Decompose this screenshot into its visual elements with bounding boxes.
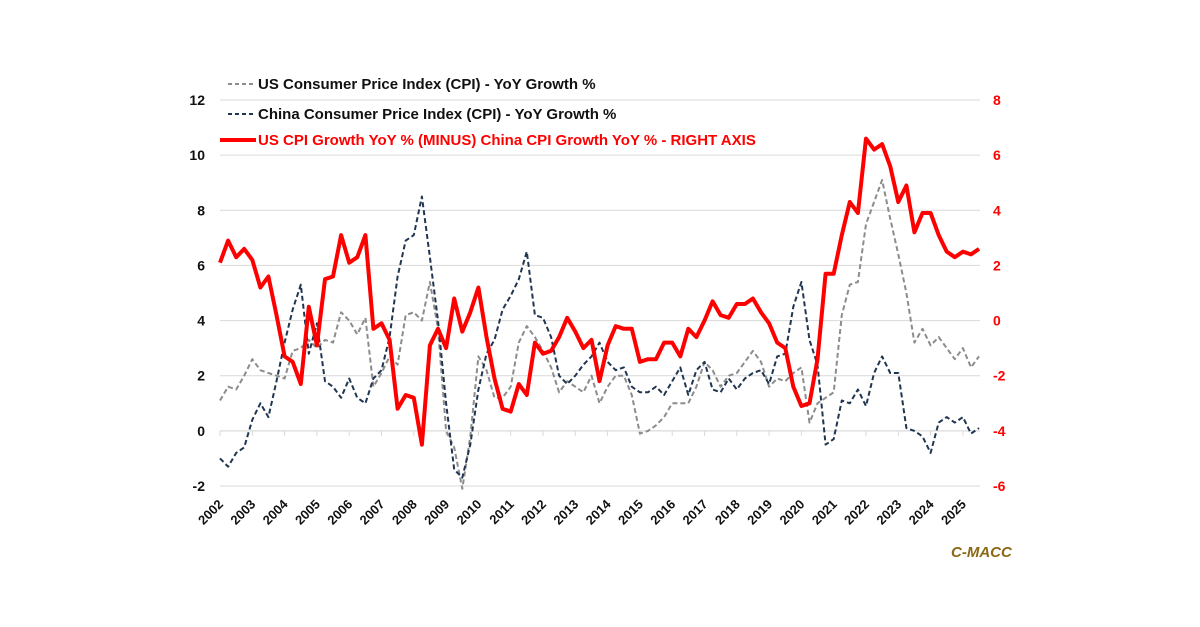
legend-label-china: China Consumer Price Index (CPI) - YoY G… [258, 106, 616, 123]
x-tick-label: 2017 [680, 497, 711, 528]
left-tick-label: 10 [189, 147, 205, 163]
x-tick-label: 2005 [292, 497, 323, 528]
right-tick-label: 6 [993, 147, 1001, 163]
x-axis: 2002 2003 2004 2005 2006 2007 2008 2009 2010 2011… [195, 430, 980, 528]
legend-label-spread: US CPI Growth YoY % (MINUS) China CPI Gr… [258, 132, 756, 149]
gridlines [220, 99, 980, 487]
right-tick-label: 4 [993, 202, 1001, 218]
legend-label-us: US Consumer Price Index (CPI) - YoY Grow… [258, 76, 596, 93]
x-tick-label: 2015 [615, 497, 646, 528]
x-tick-label: 2019 [744, 497, 775, 528]
left-tick-label: 4 [197, 313, 205, 329]
x-tick-label: 2006 [324, 497, 355, 528]
right-tick-label: 0 [993, 313, 1001, 329]
x-tick-label: 2025 [938, 497, 969, 528]
series-layer [218, 136, 981, 490]
x-tick-label: 2013 [550, 497, 581, 528]
series-us-cpi-line [219, 179, 980, 490]
x-tick-label: 2022 [841, 497, 872, 528]
x-tick-label: 2011 [486, 497, 517, 528]
right-axis: 8 6 4 2 0 -2 -4 -6 [993, 92, 1006, 494]
left-tick-label: 0 [197, 423, 205, 439]
x-tick-label: 2012 [518, 497, 549, 528]
legend-item-china: China Consumer Price Index (CPI) - YoY G… [228, 106, 616, 123]
x-tick-label: 2010 [453, 497, 484, 528]
left-tick-label: 6 [197, 257, 205, 273]
x-tick-label: 2023 [873, 497, 904, 528]
right-tick-label: 2 [993, 257, 1001, 273]
left-tick-label: -2 [193, 478, 206, 494]
series-us-minus-china-line [218, 136, 981, 447]
x-tick-label: 2008 [389, 497, 420, 528]
right-tick-label: -2 [993, 368, 1006, 384]
left-tick-label: 12 [189, 92, 205, 108]
right-tick-label: -6 [993, 478, 1006, 494]
series-china-cpi [219, 195, 980, 479]
x-tick-label: 2018 [712, 497, 743, 528]
legend-item-spread: US CPI Growth YoY % (MINUS) China CPI Gr… [220, 132, 756, 149]
series-us-minus-china [218, 136, 981, 447]
left-tick-label: 8 [197, 202, 205, 218]
x-tick-label: 2007 [357, 497, 388, 528]
left-axis: 12 10 8 6 4 2 0 -2 [189, 92, 205, 494]
legend-item-us: US Consumer Price Index (CPI) - YoY Grow… [228, 76, 596, 93]
right-tick-label: -4 [993, 423, 1006, 439]
x-tick-label: 2002 [195, 497, 226, 528]
legend: US Consumer Price Index (CPI) - YoY Grow… [220, 76, 756, 149]
left-tick-label: 2 [197, 368, 205, 384]
series-us-cpi [219, 179, 980, 490]
x-tick-label: 2003 [227, 497, 258, 528]
x-tick-label: 2021 [809, 497, 840, 528]
x-tick-label: 2020 [776, 497, 807, 528]
x-tick-label: 2009 [421, 497, 452, 528]
series-china-cpi-line [219, 195, 980, 479]
right-tick-label: 8 [993, 92, 1001, 108]
x-tick-label: 2024 [906, 496, 938, 528]
x-tick-label: 2004 [260, 496, 292, 528]
credit-label: C-MACC [951, 544, 1012, 561]
x-tick-label: 2016 [647, 497, 678, 528]
x-tick-label: 2014 [583, 496, 615, 528]
